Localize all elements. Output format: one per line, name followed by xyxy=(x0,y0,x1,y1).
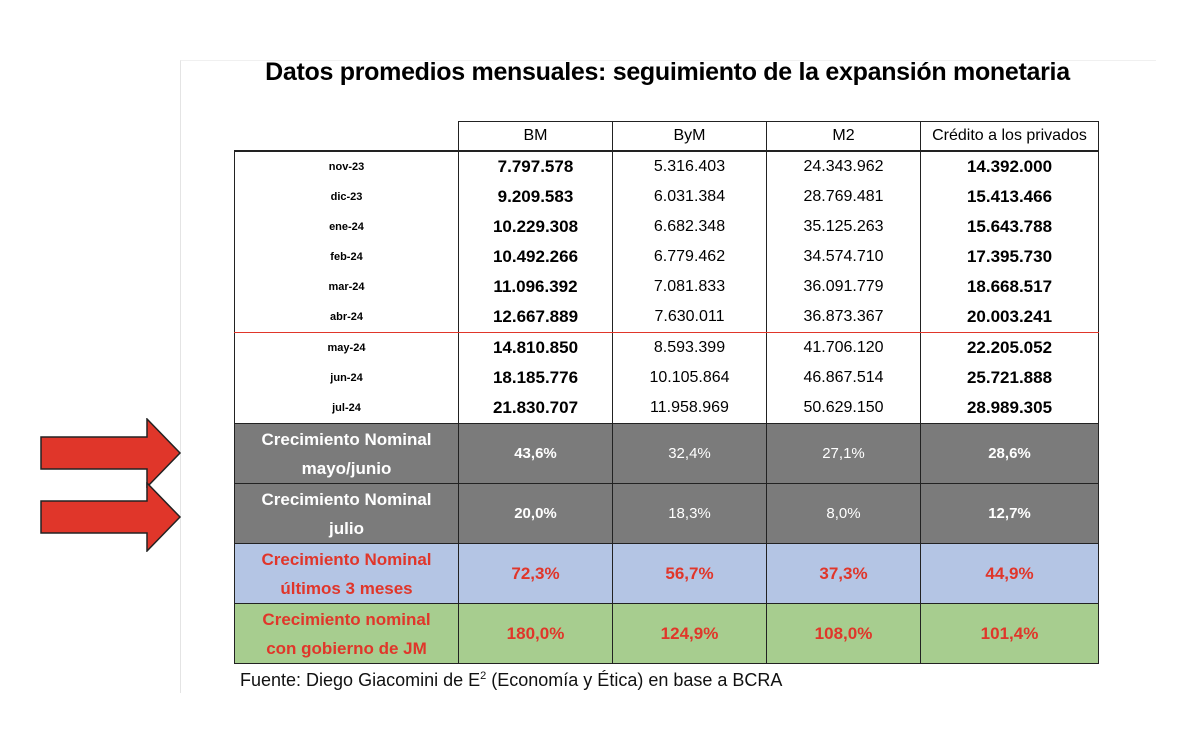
credito-cell: 18.668.517 xyxy=(920,272,1099,302)
slide-frame xyxy=(180,60,1156,693)
month-cell: jun-24 xyxy=(234,363,459,393)
credito-cell: 20.003.241 xyxy=(920,302,1099,333)
month-cell: abr-24 xyxy=(234,302,459,333)
bm-cell: 9.209.583 xyxy=(458,182,613,212)
col-header-bm: BM xyxy=(458,121,613,152)
table-row: abr-24 12.667.889 7.630.011 36.873.367 20.00… xyxy=(234,302,1099,333)
bym-cell: 6.779.462 xyxy=(612,242,767,272)
bym-cell: 11.958.969 xyxy=(612,393,767,424)
bm-cell: 7.797.578 xyxy=(458,150,613,182)
month-cell: feb-24 xyxy=(234,242,459,272)
bm-cell: 11.096.392 xyxy=(458,272,613,302)
cred-growth-cell: 101,4% xyxy=(920,603,1099,664)
credito-cell: 17.395.730 xyxy=(920,242,1099,272)
month-cell: may-24 xyxy=(234,332,459,363)
source-note: Fuente: Diego Giacomini de E2 (Economía … xyxy=(240,670,783,690)
header-row: BM ByM M2 Crédito a los privados xyxy=(234,121,1099,152)
red-arrow-icon xyxy=(40,418,182,488)
bm-growth-cell: 180,0% xyxy=(458,603,613,664)
cred-growth-cell: 28,6% xyxy=(920,423,1099,484)
month-cell: jul-24 xyxy=(234,393,459,424)
summary-label-line: con gobierno de JM xyxy=(266,638,427,658)
month-cell: mar-24 xyxy=(234,272,459,302)
monetary-table: BM ByM M2 Crédito a los privados nov-23 7… xyxy=(234,121,1099,664)
bym-cell: 10.105.864 xyxy=(612,363,767,393)
summary-row: Crecimiento Nominal julio 20,0% 18,3% 8,0% 12… xyxy=(234,483,1099,544)
bm-cell: 12.667.889 xyxy=(458,302,613,333)
credito-cell: 15.413.466 xyxy=(920,182,1099,212)
bym-growth-cell: 32,4% xyxy=(612,423,767,484)
bm-growth-cell: 72,3% xyxy=(458,543,613,604)
m2-growth-cell: 8,0% xyxy=(766,483,921,544)
summary-label-line: julio xyxy=(329,518,364,538)
bym-growth-cell: 18,3% xyxy=(612,483,767,544)
m2-cell: 41.706.120 xyxy=(766,332,921,363)
summary-label: Crecimiento nominal con gobierno de JM xyxy=(234,603,459,664)
bym-cell: 8.593.399 xyxy=(612,332,767,363)
month-cell: ene-24 xyxy=(234,212,459,242)
summary-label-line: Crecimiento Nominal xyxy=(261,489,432,509)
credito-cell: 14.392.000 xyxy=(920,150,1099,182)
bym-cell: 5.316.403 xyxy=(612,150,767,182)
bm-cell: 21.830.707 xyxy=(458,393,613,424)
bm-growth-cell: 20,0% xyxy=(458,483,613,544)
credito-cell: 22.205.052 xyxy=(920,332,1099,363)
col-header-m2: M2 xyxy=(766,121,921,152)
bm-cell: 14.810.850 xyxy=(458,332,613,363)
summary-label: Crecimiento Nominal mayo/junio xyxy=(234,423,459,484)
bm-cell: 10.492.266 xyxy=(458,242,613,272)
table-row: mar-24 11.096.392 7.081.833 36.091.779 18.66… xyxy=(234,272,1099,302)
cred-growth-cell: 44,9% xyxy=(920,543,1099,604)
bm-growth-cell: 43,6% xyxy=(458,423,613,484)
m2-cell: 34.574.710 xyxy=(766,242,921,272)
red-arrow-icon xyxy=(40,482,182,552)
credito-cell: 28.989.305 xyxy=(920,393,1099,424)
credito-cell: 15.643.788 xyxy=(920,212,1099,242)
bym-cell: 6.682.348 xyxy=(612,212,767,242)
m2-cell: 24.343.962 xyxy=(766,150,921,182)
m2-cell: 50.629.150 xyxy=(766,393,921,424)
summary-label: Crecimiento Nominal julio xyxy=(234,483,459,544)
m2-growth-cell: 27,1% xyxy=(766,423,921,484)
summary-label-line: mayo/junio xyxy=(301,458,392,478)
summary-label: Crecimiento Nominal últimos 3 meses xyxy=(234,543,459,604)
bym-cell: 7.630.011 xyxy=(612,302,767,333)
m2-cell: 36.091.779 xyxy=(766,272,921,302)
summary-label-line: Crecimiento Nominal xyxy=(261,429,432,449)
summary-label-line: Crecimiento Nominal xyxy=(261,549,432,569)
m2-cell: 46.867.514 xyxy=(766,363,921,393)
credito-cell: 25.721.888 xyxy=(920,363,1099,393)
m2-growth-cell: 108,0% xyxy=(766,603,921,664)
col-header-bym: ByM xyxy=(612,121,767,152)
table-row: nov-23 7.797.578 5.316.403 24.343.962 14.392… xyxy=(234,150,1099,182)
bm-cell: 18.185.776 xyxy=(458,363,613,393)
m2-cell: 35.125.263 xyxy=(766,212,921,242)
col-header-credito: Crédito a los privados xyxy=(920,121,1099,152)
month-cell: dic-23 xyxy=(234,182,459,212)
m2-growth-cell: 37,3% xyxy=(766,543,921,604)
month-cell: nov-23 xyxy=(234,150,459,182)
page-title: Datos promedios mensuales: seguimiento d… xyxy=(265,58,1070,86)
bym-growth-cell: 56,7% xyxy=(612,543,767,604)
summary-row: Crecimiento Nominal últimos 3 meses 72,3% 5… xyxy=(234,543,1099,604)
table-row: jul-24 21.830.707 11.958.969 50.629.150 28.9… xyxy=(234,393,1099,424)
summary-row: Crecimiento Nominal mayo/junio 43,6% 32,4% 2… xyxy=(234,423,1099,484)
m2-cell: 36.873.367 xyxy=(766,302,921,333)
bym-growth-cell: 124,9% xyxy=(612,603,767,664)
table-row: feb-24 10.492.266 6.779.462 34.574.710 17.39… xyxy=(234,242,1099,272)
cred-growth-cell: 12,7% xyxy=(920,483,1099,544)
m2-cell: 28.769.481 xyxy=(766,182,921,212)
summary-label-line: últimos 3 meses xyxy=(280,578,413,598)
table-row: jun-24 18.185.776 10.105.864 46.867.514 25.7… xyxy=(234,363,1099,393)
bym-cell: 7.081.833 xyxy=(612,272,767,302)
bym-cell: 6.031.384 xyxy=(612,182,767,212)
table-row: dic-23 9.209.583 6.031.384 28.769.481 15.413… xyxy=(234,182,1099,212)
summary-row: Crecimiento nominal con gobierno de JM 180… xyxy=(234,603,1099,664)
bm-cell: 10.229.308 xyxy=(458,212,613,242)
summary-label-line: Crecimiento nominal xyxy=(262,609,431,629)
table-row: ene-24 10.229.308 6.682.348 35.125.263 15.64… xyxy=(234,212,1099,242)
table-row: may-24 14.810.850 8.593.399 41.706.120 22.20… xyxy=(234,332,1099,363)
